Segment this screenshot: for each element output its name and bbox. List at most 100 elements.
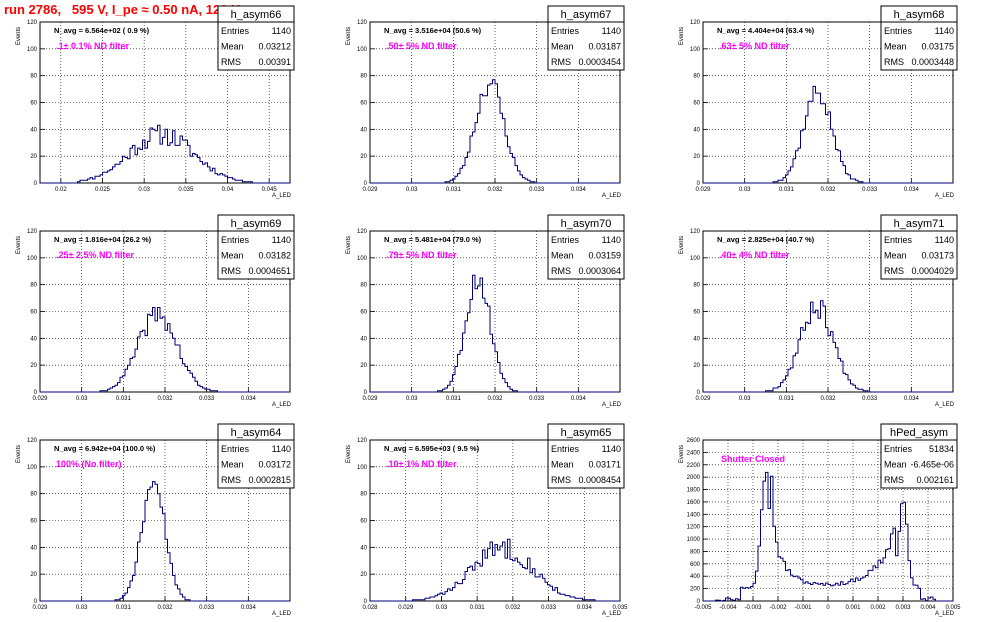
stats-key: Entries [221,26,250,36]
y-tick-label: 600 [690,562,701,568]
x-tick-label: 0.02 [55,187,67,193]
stats-value: 0.0004651 [248,266,291,276]
y-tick-label: 80 [360,74,367,80]
stats-key: RMS [221,57,241,67]
stats-key: Mean [884,251,907,261]
stats-value: 0.03175 [921,42,954,52]
y-axis-label: Events [679,236,685,254]
y-axis-label: Events [679,27,685,45]
y-tick-label: 1600 [687,500,701,506]
histogram-series [40,124,290,184]
x-tick-label: -0.001 [794,605,812,611]
y-tick-label: 1000 [687,537,701,543]
y-tick-label: 100 [357,256,368,262]
panel-hPed_asym: -0.005 -0.004 -0.003 -0.002 -0.001 0 0.001 0.00… [679,423,961,617]
hist-name: h_asym69 [231,218,282,230]
x-tick-label: 0.029 [362,187,378,193]
histogram-series [703,300,953,393]
x-tick-label: 0.028 [362,605,378,611]
y-tick-label: 120 [27,20,38,26]
stats-value: 0.03172 [258,460,291,470]
navg-label: N_avg = 3.516e+04 (50.6 %) [384,26,482,35]
y-tick-label: 40 [360,545,367,551]
y-tick-label: 60 [30,310,37,316]
histogram-series [703,471,953,602]
x-tick-label: 0.033 [199,605,215,611]
x-tick-label: 0.032 [505,605,521,611]
y-tick-label: 0 [34,599,38,605]
x-tick-label: 0.03 [739,187,751,193]
y-tick-label: 20 [360,572,367,578]
stats-box [880,423,958,489]
y-tick-label: 20 [360,363,367,369]
y-tick-label: 80 [30,74,37,80]
hist-name: h_asym66 [231,9,282,21]
y-tick-label: 40 [30,127,37,133]
stats-value: 0.03171 [588,460,621,470]
x-tick-label: 0.001 [845,605,861,611]
stats-key: Mean [221,42,244,52]
y-tick-label: 120 [690,229,701,235]
filter-note: .40± 4% ND filter [719,250,790,260]
y-tick-label: 120 [357,229,368,235]
stats-key: Entries [884,235,913,245]
x-tick-label: 0.004 [920,605,936,611]
stats-key: RMS [884,57,904,67]
x-tick-label: 0.032 [487,396,503,402]
y-tick-label: 200 [690,587,701,593]
y-tick-label: 1200 [687,525,701,531]
y-axis-label: Events [679,445,685,463]
hist-name: h_asym70 [561,218,612,230]
x-tick-label: 0.033 [199,396,215,402]
x-axis-label: A_LED [602,193,622,199]
x-tick-label: 0.031 [779,396,795,402]
y-tick-label: 400 [690,574,701,580]
navg-label: N_avg = 5.481e+04 (79.0 %) [384,235,482,244]
stats-box [547,5,625,71]
x-tick-label: 0.032 [157,605,173,611]
y-tick-label: 0 [34,390,38,396]
x-tick-label: 0.03 [436,605,448,611]
stats-key: RMS [551,57,571,67]
x-tick-label: 0.031 [470,605,486,611]
y-tick-label: 120 [357,20,368,26]
histogram-series [40,481,290,602]
x-tick-label: 0.031 [779,187,795,193]
panel-h_asym67: 0.029 0.03 0.031 0.032 0.033 0.034 0 20 40 60 80 10… [346,5,625,199]
y-tick-label: 60 [30,101,37,107]
filter-note: .25± 2.5% ND filter [56,250,134,260]
navg-label: N_avg = 2.825e+04 (40.7 %) [717,235,815,244]
y-tick-label: 120 [357,438,368,444]
x-axis-label: A_LED [935,193,955,199]
x-tick-label: 0.002 [870,605,886,611]
stats-value: 0.03173 [921,251,954,261]
y-tick-label: 80 [30,283,37,289]
y-tick-label: 20 [693,154,700,160]
x-tick-label: 0.032 [820,187,836,193]
y-tick-label: 20 [30,363,37,369]
histogram-series [370,538,620,602]
hist-name: h_asym68 [894,9,945,21]
y-tick-label: 60 [360,519,367,525]
y-tick-label: 120 [27,229,38,235]
y-tick-label: 80 [693,74,700,80]
filter-note: Shutter Closed [721,454,785,464]
stats-value: 0.002161 [916,475,954,485]
x-tick-label: 0.032 [820,396,836,402]
x-tick-label: 0.034 [241,605,257,611]
y-tick-label: 0 [34,181,38,187]
y-tick-label: 100 [27,465,38,471]
histogram-series [370,79,620,184]
y-axis-label: Events [346,445,352,463]
y-tick-label: 60 [693,310,700,316]
stats-key: Mean [884,460,907,470]
x-tick-label: 0.034 [904,187,920,193]
y-tick-label: 0 [697,390,701,396]
stats-key: Entries [884,444,913,454]
y-axis-label: Events [346,27,352,45]
y-tick-label: 100 [690,47,701,53]
stats-value: 1140 [935,26,954,36]
stats-value: 0.03159 [588,251,621,261]
x-tick-label: 0.035 [612,605,628,611]
x-tick-label: 0.03 [406,396,418,402]
